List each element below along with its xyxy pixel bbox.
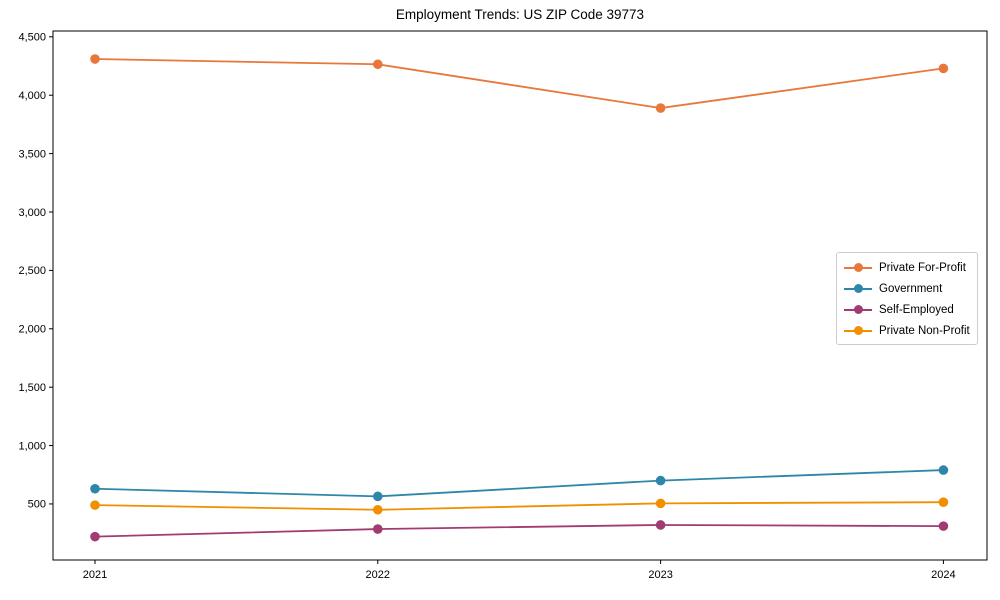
data-point-self-employed bbox=[373, 524, 383, 534]
data-point-private-non-profit bbox=[90, 500, 100, 510]
series-line-government bbox=[94, 469, 944, 498]
data-point-self-employed bbox=[655, 520, 666, 530]
y-axis-tick-label: 2,500 bbox=[18, 265, 46, 277]
y-axis-tick-label: 3,500 bbox=[18, 148, 46, 160]
legend-line-dot-icon bbox=[844, 284, 872, 294]
data-point-private-non-profit bbox=[373, 504, 383, 515]
legend-line-dot-icon bbox=[844, 305, 872, 315]
data-point-private-for-profit bbox=[373, 59, 383, 70]
data-point-government bbox=[90, 483, 100, 494]
legend-label: Self-Employed bbox=[879, 303, 954, 316]
legend-item-private-for-profit: Private For-Profit bbox=[844, 259, 970, 276]
legend-label: Government bbox=[879, 282, 943, 295]
legend-line-dot-icon bbox=[844, 326, 872, 336]
data-point-private-for-profit bbox=[90, 54, 100, 64]
legend: Private For-Profit Government Self-Employe… bbox=[836, 252, 978, 345]
legend-label: Private For-Profit bbox=[879, 261, 966, 274]
legend-item-government: Government bbox=[844, 280, 970, 297]
y-axis-tick-label: 1,000 bbox=[18, 440, 46, 452]
legend-dot bbox=[853, 305, 863, 314]
chart-title: Employment Trends: US ZIP Code 39773 bbox=[395, 7, 645, 22]
series-line-self-employed bbox=[94, 524, 944, 538]
data-point-private-non-profit bbox=[938, 497, 949, 507]
data-point-self-employed bbox=[938, 521, 949, 531]
y-axis-tick-label: 3,000 bbox=[18, 207, 46, 219]
legend-dot bbox=[853, 326, 863, 335]
x-axis-tick-label: 2022 bbox=[366, 569, 390, 581]
y-axis-tick-label: 2,000 bbox=[18, 324, 46, 336]
legend-line-dot-icon bbox=[844, 263, 872, 273]
series-line-private-for-profit bbox=[94, 58, 944, 109]
y-axis-tick-label: 500 bbox=[28, 499, 46, 511]
legend-label: Private Non-Profit bbox=[879, 324, 970, 337]
legend-dot bbox=[853, 263, 863, 272]
series-line-private-non-profit bbox=[94, 501, 944, 511]
data-point-private-for-profit bbox=[655, 103, 666, 113]
legend-dot bbox=[853, 284, 863, 293]
legend-item-self-employed: Self-Employed bbox=[844, 301, 970, 318]
y-axis-tick-label: 4,000 bbox=[18, 90, 46, 102]
plot-frame bbox=[52, 30, 988, 561]
data-point-government bbox=[938, 465, 949, 475]
data-point-self-employed bbox=[90, 531, 100, 542]
data-point-private-for-profit bbox=[938, 63, 949, 74]
x-axis-tick-label: 2023 bbox=[648, 569, 672, 581]
x-axis-tick-label: 2024 bbox=[931, 569, 955, 581]
data-point-government bbox=[655, 475, 666, 486]
x-axis-tick-label: 2021 bbox=[83, 569, 107, 581]
y-axis-tick-label: 4,500 bbox=[18, 32, 46, 44]
y-axis-tick-label: 1,500 bbox=[18, 382, 46, 394]
legend-item-private-non-profit: Private Non-Profit bbox=[844, 322, 970, 339]
data-point-government bbox=[373, 491, 383, 502]
data-point-private-non-profit bbox=[655, 498, 666, 509]
